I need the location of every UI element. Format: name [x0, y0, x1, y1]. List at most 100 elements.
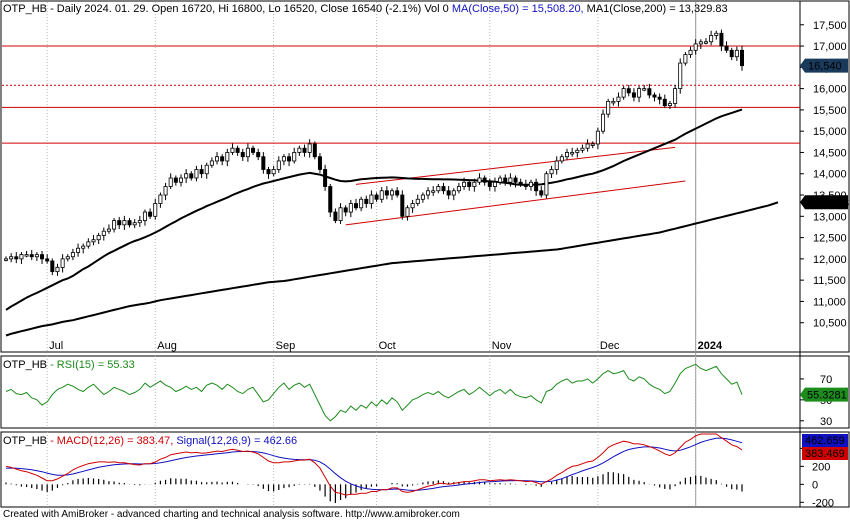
candle-body [101, 230, 106, 236]
candle [297, 145, 302, 156]
macd-tag-label: 383.469 [805, 448, 845, 460]
candle-body [503, 177, 508, 183]
ma50-line [5, 108, 743, 311]
signal-header-text: Signal(12,26,9) = 462.66 [173, 435, 297, 447]
candle-body [379, 190, 384, 200]
candle [570, 147, 575, 157]
candle-body [740, 49, 745, 67]
candle [65, 254, 70, 262]
candle-body [215, 156, 220, 162]
candle-body [595, 130, 600, 145]
candle [55, 263, 60, 276]
candle-body [420, 194, 425, 200]
candle [281, 154, 286, 166]
candle [487, 178, 492, 191]
candle [729, 47, 734, 61]
candle [70, 248, 75, 261]
candle [168, 173, 173, 190]
candle [14, 252, 19, 264]
candle [127, 218, 132, 228]
candle [81, 243, 86, 254]
candle [462, 177, 467, 190]
credits-text: Created with AmiBroker - advanced charti… [3, 509, 460, 520]
candle-body [323, 169, 328, 187]
candle-body [199, 169, 204, 175]
candle [467, 179, 472, 191]
candle [19, 252, 24, 264]
candle-body [106, 228, 111, 232]
candle [575, 147, 580, 158]
y-tick-label: 17,000 [813, 41, 847, 53]
candle-body [709, 35, 714, 43]
candle [323, 164, 328, 191]
price-header: OTP_HB - Daily 2024. 01. 29. Open 16720,… [3, 3, 728, 15]
candle [456, 182, 461, 194]
candle-body [647, 88, 652, 96]
x-tick-label: Nov [492, 340, 512, 352]
candle [86, 238, 91, 249]
candle [384, 186, 389, 200]
candle [245, 143, 250, 162]
candle [492, 177, 497, 192]
ma200-tag-label: 13,329.8 [806, 197, 849, 209]
x-tick-label: Jul [49, 340, 63, 352]
candle [611, 97, 616, 106]
candle [549, 165, 554, 178]
candle-body [281, 156, 286, 162]
x-tick-label: Dec [600, 340, 620, 352]
candle-body [441, 186, 446, 192]
candle [256, 148, 261, 161]
candle-body [462, 181, 467, 187]
candle [220, 154, 225, 166]
price-header-text: - Daily 2024. 01. 29. Open 16720, Hi 168… [47, 3, 452, 15]
candle [34, 252, 39, 261]
candle [703, 38, 708, 45]
candle-body [724, 45, 729, 51]
candle-body [590, 143, 595, 146]
candle-body [446, 190, 451, 196]
candle-body [230, 147, 235, 153]
candle-body [544, 173, 549, 196]
candle [225, 148, 230, 167]
candle-body [678, 62, 683, 90]
candle-body [96, 235, 101, 241]
candle-body [534, 181, 539, 192]
candle-body [148, 211, 153, 217]
candle-body [302, 147, 307, 153]
candle [528, 179, 533, 191]
candle [132, 219, 137, 229]
candle-body [45, 258, 50, 262]
candle [472, 178, 477, 192]
candle [137, 215, 142, 227]
ma200-label: MA1(Close,200) = 13,329.83 [584, 3, 728, 15]
candle-body [70, 252, 75, 258]
candle-body [374, 194, 379, 200]
y-tick-label: 11,000 [813, 296, 846, 308]
candle [580, 144, 585, 153]
candle [616, 92, 621, 107]
candle-body [271, 169, 276, 175]
candle-body [621, 88, 626, 98]
candle [364, 195, 369, 208]
candle [631, 88, 636, 102]
y-tick-label: 13,000 [813, 211, 847, 223]
candle-body [492, 181, 497, 187]
close-price-tag-label: 16,540 [808, 61, 842, 73]
x-tick-label: 2024 [698, 340, 723, 352]
candle-body [132, 222, 137, 226]
candle-body [261, 156, 266, 170]
candle-body [719, 32, 724, 47]
candle [333, 208, 338, 224]
candle [724, 41, 729, 53]
candle-body [117, 220, 122, 226]
candle [4, 256, 9, 262]
candle-body [194, 169, 199, 179]
candle-body [65, 256, 70, 260]
candle [163, 182, 168, 201]
rsi-header-symbol: OTP_HB [3, 359, 47, 371]
candle-body [189, 173, 194, 179]
candle-body [395, 190, 400, 196]
rsi-y-tick-label: 30 [820, 416, 832, 428]
candle-body [50, 260, 55, 273]
